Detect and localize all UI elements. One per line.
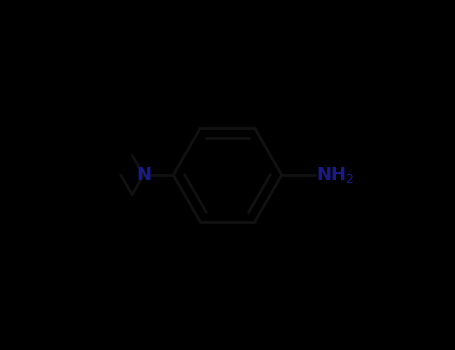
Text: N: N [136,166,151,184]
Text: NH$_2$: NH$_2$ [316,165,354,185]
